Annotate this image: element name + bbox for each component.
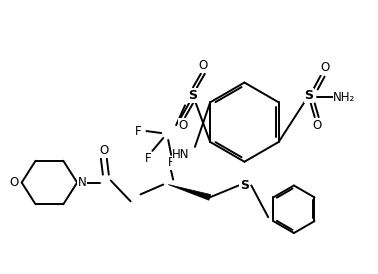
- Text: O: O: [178, 119, 188, 132]
- Polygon shape: [168, 184, 211, 200]
- Text: O: O: [198, 59, 208, 72]
- Text: F: F: [135, 125, 142, 138]
- Text: S: S: [304, 89, 313, 102]
- Text: F: F: [145, 152, 152, 165]
- Text: O: O: [99, 144, 108, 157]
- Text: S: S: [240, 179, 249, 192]
- Text: F: F: [168, 156, 175, 169]
- Text: S: S: [189, 89, 197, 102]
- Text: O: O: [320, 61, 329, 74]
- Text: N: N: [78, 176, 87, 189]
- Text: O: O: [312, 119, 321, 132]
- Text: NH₂: NH₂: [333, 91, 356, 104]
- Text: HN: HN: [172, 148, 190, 161]
- Text: O: O: [9, 176, 19, 189]
